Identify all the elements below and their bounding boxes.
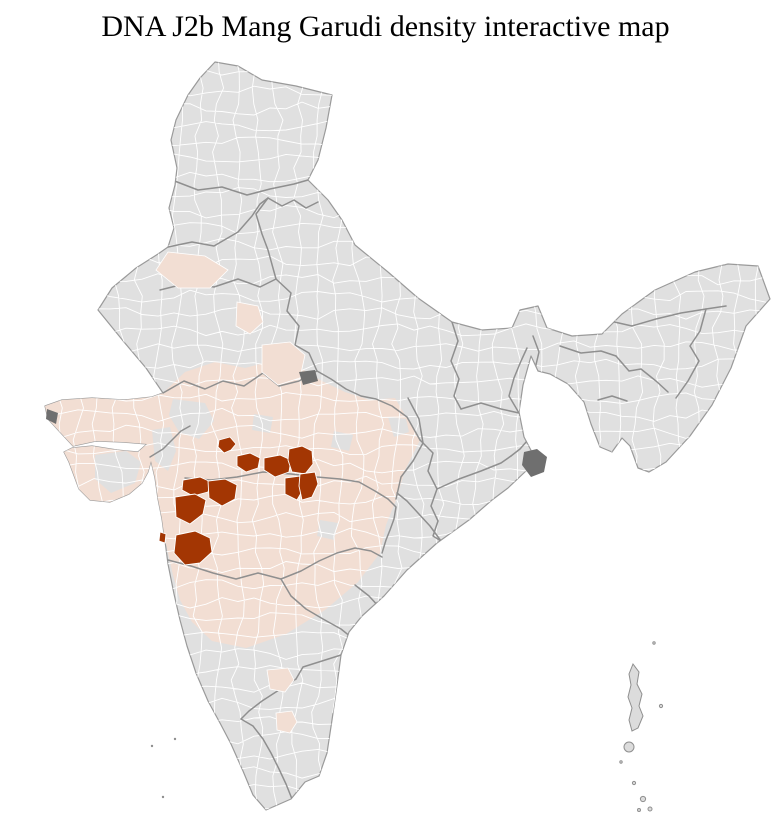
state-border-line bbox=[381, 498, 397, 554]
island bbox=[658, 703, 664, 709]
state-border-line bbox=[559, 345, 617, 357]
high-density-district[interactable] bbox=[236, 452, 261, 473]
low-density-district[interactable] bbox=[261, 341, 306, 386]
high-density-district[interactable] bbox=[181, 476, 212, 497]
low-density-district[interactable] bbox=[235, 301, 264, 335]
state-border-line bbox=[167, 547, 383, 580]
island bbox=[639, 795, 647, 803]
state-border-line bbox=[460, 402, 520, 414]
high-density-district[interactable] bbox=[298, 471, 319, 501]
state-borders bbox=[149, 179, 727, 800]
low-density-isolated-districts[interactable] bbox=[155, 251, 306, 734]
high-density-district[interactable] bbox=[174, 493, 207, 525]
island bbox=[647, 806, 653, 812]
state-border-line bbox=[597, 395, 628, 402]
lakshadweep-islands bbox=[150, 737, 177, 799]
district bbox=[331, 431, 353, 451]
state-border-line bbox=[450, 321, 462, 410]
state-border-line bbox=[240, 718, 293, 800]
high-density-districts[interactable] bbox=[158, 436, 319, 566]
high-density-district[interactable] bbox=[217, 436, 237, 454]
state-border-line bbox=[162, 370, 318, 394]
state-border-line bbox=[419, 439, 442, 542]
andaman-nicobar-islands[interactable] bbox=[619, 641, 664, 812]
state-border-line bbox=[171, 179, 309, 196]
page-title: DNA J2b Mang Garudi density interactive … bbox=[101, 10, 670, 43]
island bbox=[619, 760, 623, 764]
state-border-line bbox=[275, 278, 318, 372]
state-border-line bbox=[395, 397, 424, 500]
island bbox=[623, 741, 635, 753]
sundarbans-patch bbox=[522, 449, 547, 477]
state-border-line bbox=[396, 492, 442, 542]
low-density-district[interactable] bbox=[275, 710, 298, 734]
low-density-district[interactable] bbox=[155, 251, 229, 289]
central-junction-patch bbox=[299, 370, 318, 385]
state-border-line bbox=[609, 305, 727, 327]
state-border-line bbox=[267, 197, 319, 209]
state-border-line bbox=[508, 347, 528, 414]
high-density-district[interactable] bbox=[287, 445, 314, 475]
kutch-coast-patch bbox=[46, 409, 58, 424]
high-density-district[interactable] bbox=[263, 454, 292, 478]
terrain-patches bbox=[46, 370, 547, 477]
state-border-line bbox=[295, 654, 342, 680]
low-density-district[interactable] bbox=[266, 667, 295, 693]
low-density-belt[interactable] bbox=[45, 360, 420, 648]
state-border-line bbox=[510, 440, 528, 457]
island bbox=[627, 662, 644, 732]
high-density-district[interactable] bbox=[173, 530, 213, 566]
state-border-line bbox=[675, 308, 707, 399]
island bbox=[637, 808, 641, 812]
island bbox=[652, 641, 656, 645]
state-border-line bbox=[316, 370, 421, 441]
island bbox=[631, 780, 637, 786]
state-border-line bbox=[255, 197, 277, 280]
high-density-district[interactable] bbox=[207, 478, 238, 507]
district bbox=[317, 520, 338, 540]
low-density-region[interactable] bbox=[45, 360, 420, 648]
state-border-line bbox=[280, 578, 357, 642]
island bbox=[150, 744, 154, 748]
island bbox=[173, 737, 177, 741]
state-border-line bbox=[615, 355, 669, 393]
state-border-line bbox=[167, 197, 269, 248]
state-border-line bbox=[149, 425, 191, 458]
state-border-line bbox=[532, 335, 540, 370]
state-border-line bbox=[436, 455, 512, 490]
district-borders-mesh bbox=[45, 62, 767, 810]
high-density-district[interactable] bbox=[158, 531, 167, 544]
island bbox=[161, 795, 165, 799]
